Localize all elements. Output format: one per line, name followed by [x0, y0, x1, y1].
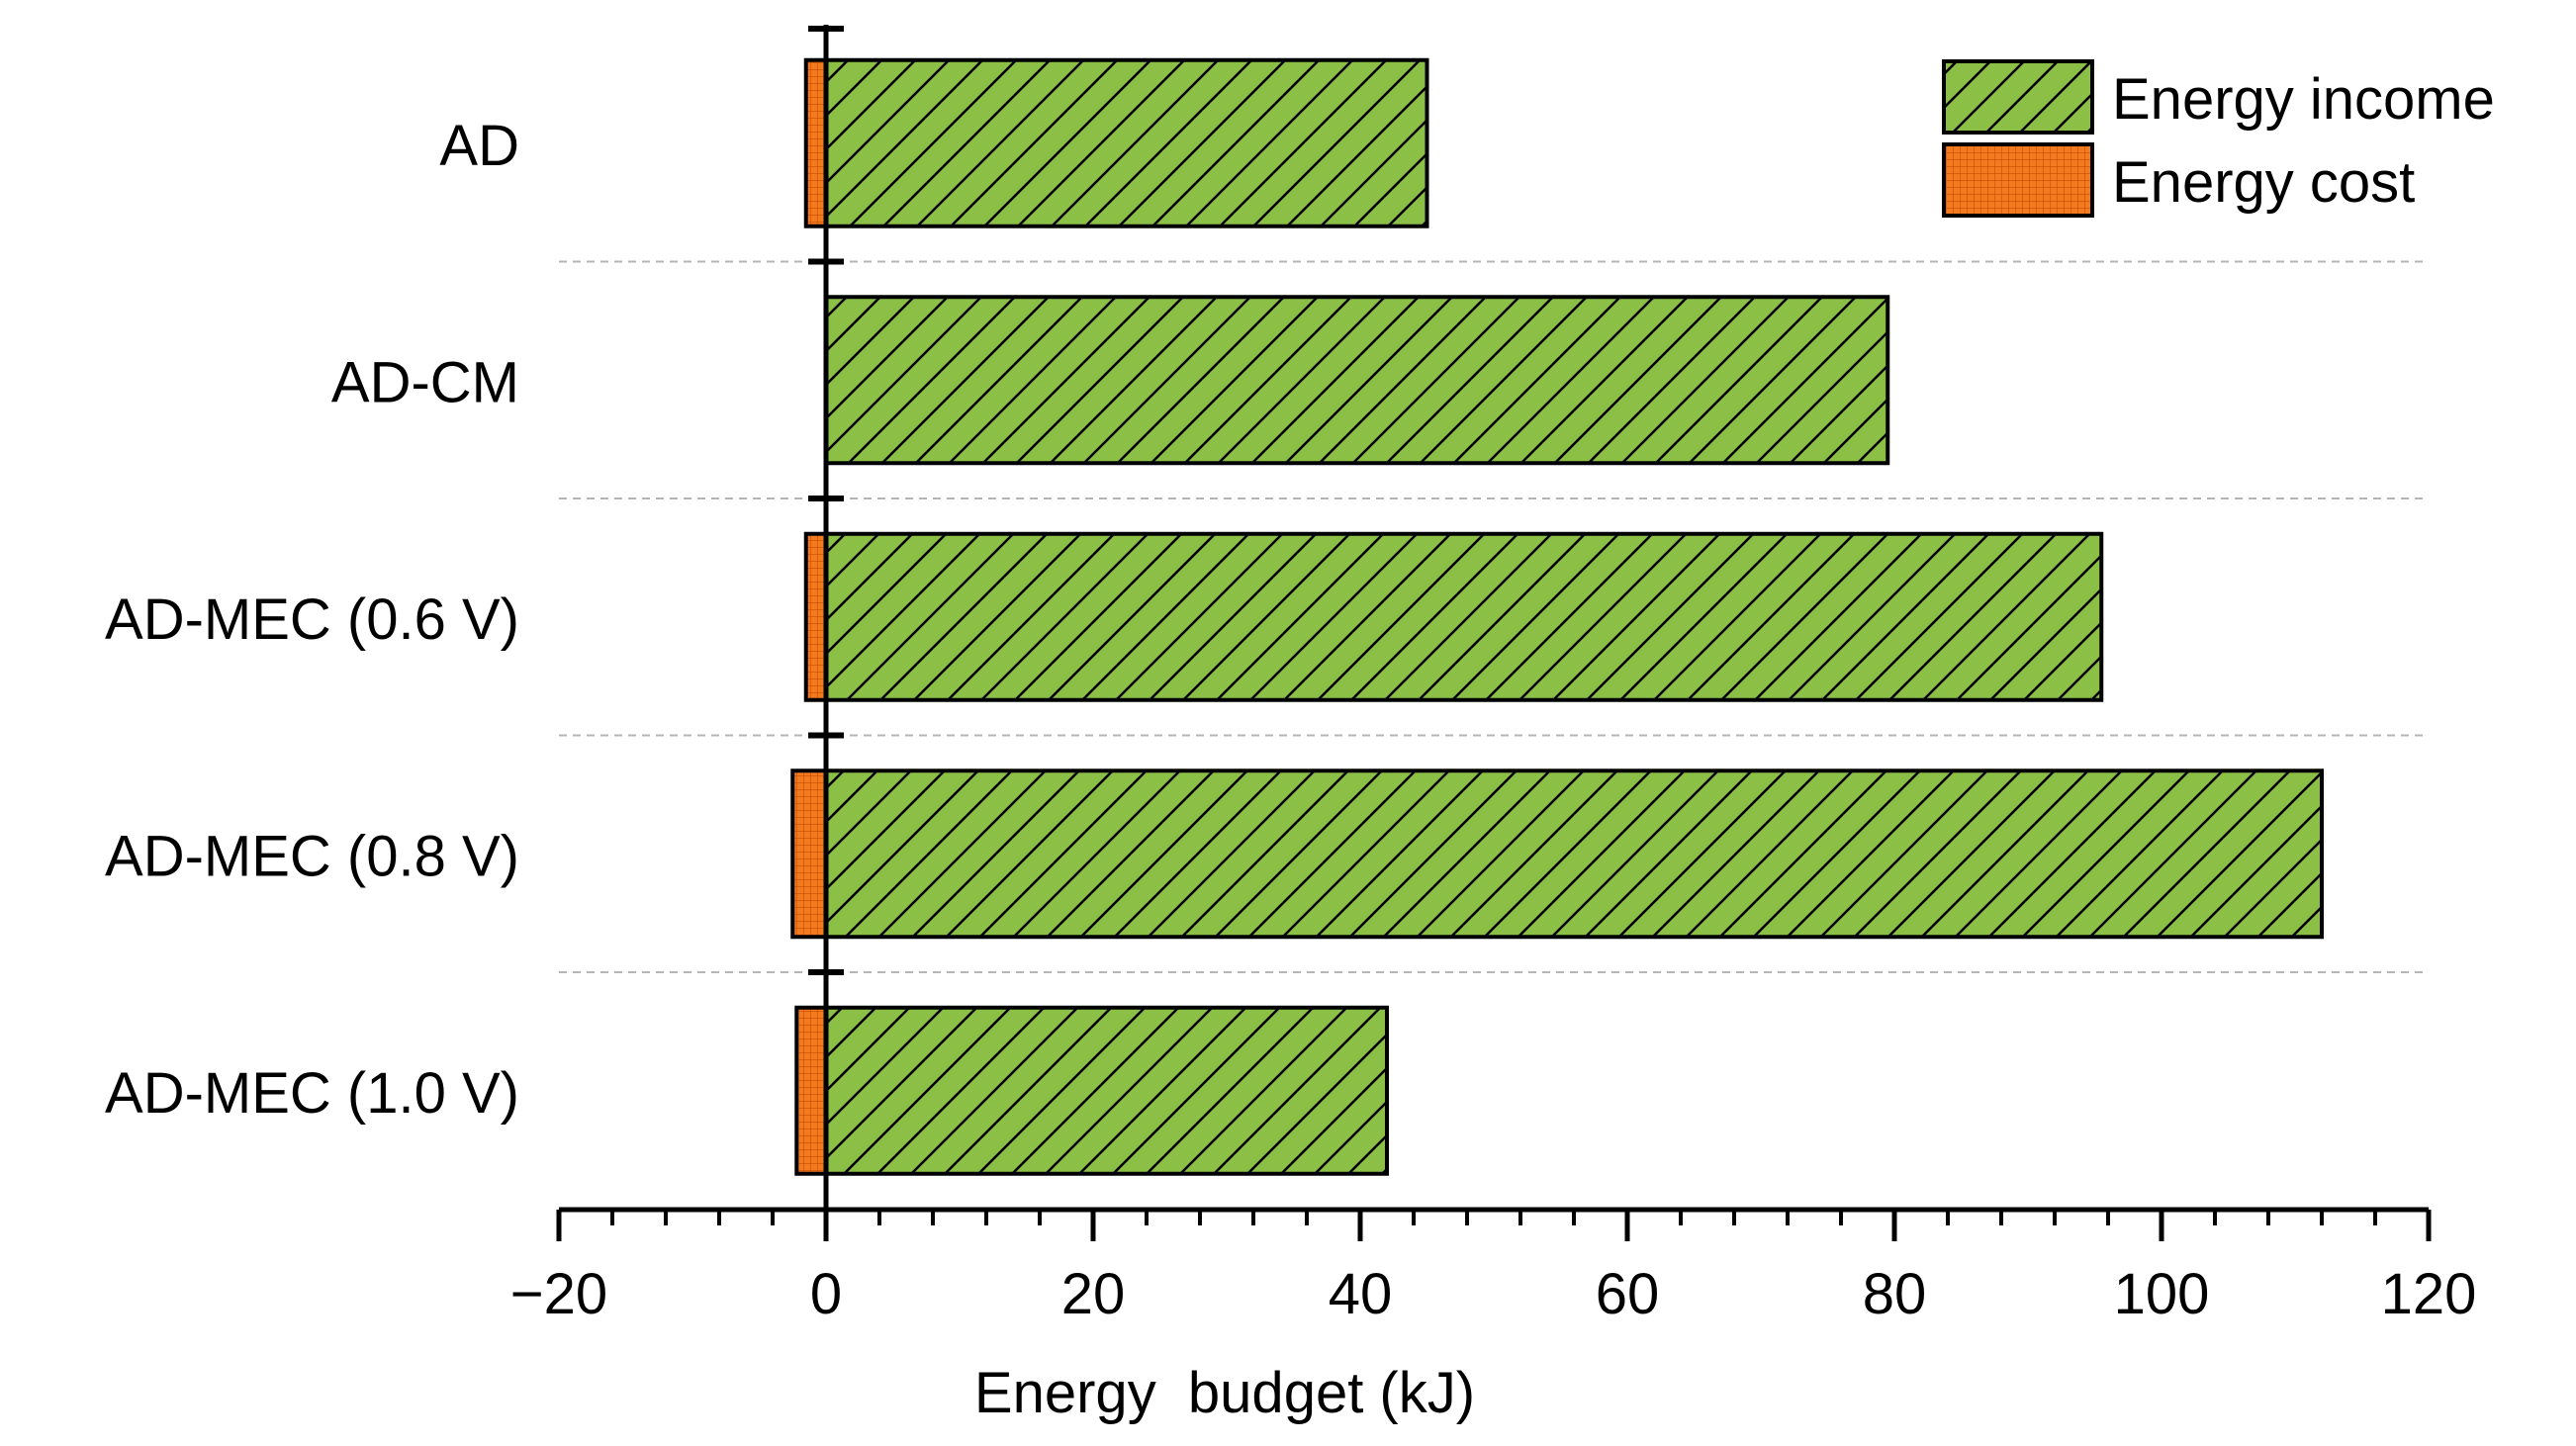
bar-energy-cost-ad-mec-0-6-v — [803, 531, 828, 702]
category-label-ad-cm: AD-CM — [331, 350, 519, 414]
bar-energy-income-ad-mec-0-6-v — [824, 531, 2104, 702]
bar-energy-cost-ad-mec-1-0-v — [794, 1005, 828, 1176]
x-tick-label: 120 — [2381, 1262, 2477, 1326]
x-tick-label: 40 — [1329, 1262, 1393, 1326]
x-tick-label: 60 — [1596, 1262, 1660, 1326]
bars — [790, 57, 2324, 1176]
axes — [559, 25, 2429, 1213]
legend-swatch-energy-income — [1942, 59, 2094, 135]
category-label-ad: AD — [439, 114, 519, 178]
x-axis-title: Energy budget (kJ) — [974, 1361, 1475, 1425]
bar-energy-income-ad-mec-1-0-v — [824, 1005, 1389, 1176]
category-separators — [559, 260, 2429, 973]
bar-energy-cost-ad — [803, 57, 828, 228]
tick-marks — [556, 26, 2432, 1241]
tick-labels: AD AD-CM AD-MEC (0.6 V) AD-MEC (0.8 V) AD-ME… — [105, 114, 2476, 1326]
bar-energy-income-ad — [824, 57, 1429, 228]
category-label-ad-mec-1-0-v: AD-MEC (1.0 V) — [105, 1061, 519, 1126]
category-label-ad-mec-0-6-v: AD-MEC (0.6 V) — [105, 587, 519, 652]
legend: Energy income Energy cost — [1942, 59, 2495, 218]
legend-label-energy-cost: Energy cost — [2112, 150, 2415, 215]
bar-energy-income-ad-cm — [824, 295, 1890, 466]
bar-energy-income-ad-mec-0-8-v — [824, 768, 2324, 940]
x-tick-label: 0 — [810, 1262, 842, 1326]
x-tick-label: −20 — [510, 1262, 607, 1326]
x-tick-label: 100 — [2114, 1262, 2210, 1326]
bar-energy-cost-ad-mec-0-8-v — [790, 768, 828, 940]
category-label-ad-mec-0-8-v: AD-MEC (0.8 V) — [105, 824, 519, 888]
legend-swatch-energy-cost — [1942, 142, 2094, 218]
x-tick-label: 20 — [1061, 1262, 1126, 1326]
x-tick-label: 80 — [1863, 1262, 1927, 1326]
legend-label-energy-income: Energy income — [2112, 67, 2495, 132]
